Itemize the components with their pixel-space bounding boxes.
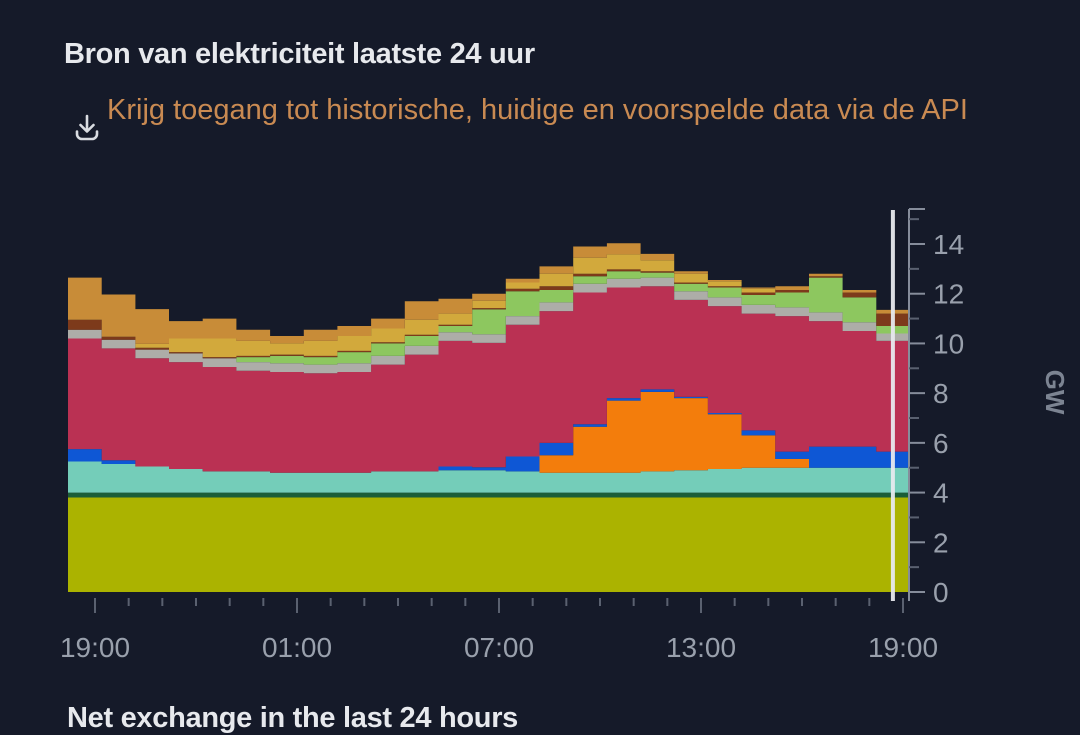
area-gas [68,286,910,473]
x-tick-label: 01:00 [262,632,332,663]
x-tick-label: 13:00 [666,632,736,663]
y-tick-label: 10 [933,328,964,359]
now-line [890,210,895,601]
area-import-low-carbon [68,271,910,365]
x-tick-label: 19:00 [868,632,938,663]
area-biomass [68,492,910,498]
page-title: Bron van elektriciteit laatste 24 uur [64,38,535,70]
area-import-mid-carbon-2 [68,243,910,344]
download-icon-tray [75,130,99,141]
area-wind [68,461,910,493]
y-tick-label: 0 [933,577,949,608]
y-tick-label: 2 [933,527,949,558]
y-tick-label: 6 [933,428,949,459]
api-link[interactable]: Krijg toegang tot historische, huidige e… [107,94,968,126]
x-tick-label: 19:00 [60,632,130,663]
y-axis-unit-label: GW [1040,370,1070,415]
area-solar [68,391,910,473]
y-tick-label: 12 [933,279,964,310]
download-icon-arrow-head [79,123,95,133]
area-import-mid-carbon [68,254,910,358]
area-hydro-storage [68,389,910,473]
electricity-maps-panel: { "page": { "background": "#151A29", "wi… [0,38,1080,734]
area-import-high-carbon [68,269,910,359]
area-nuclear [68,497,910,592]
electricity-origin-chart[interactable]: 0 2 4 6 8 10 12 14 GW 19:00 01:00 07:00 13:00 19:00 [0,195,1080,665]
x-tick-label: 07:00 [464,632,534,663]
y-tick-label: 4 [933,478,949,509]
y-tick-label: 8 [933,378,949,409]
next-section-title: Net exchange in the last 24 hours [67,702,519,734]
download-icon[interactable] [68,110,106,148]
y-tick-label: 14 [933,229,964,260]
